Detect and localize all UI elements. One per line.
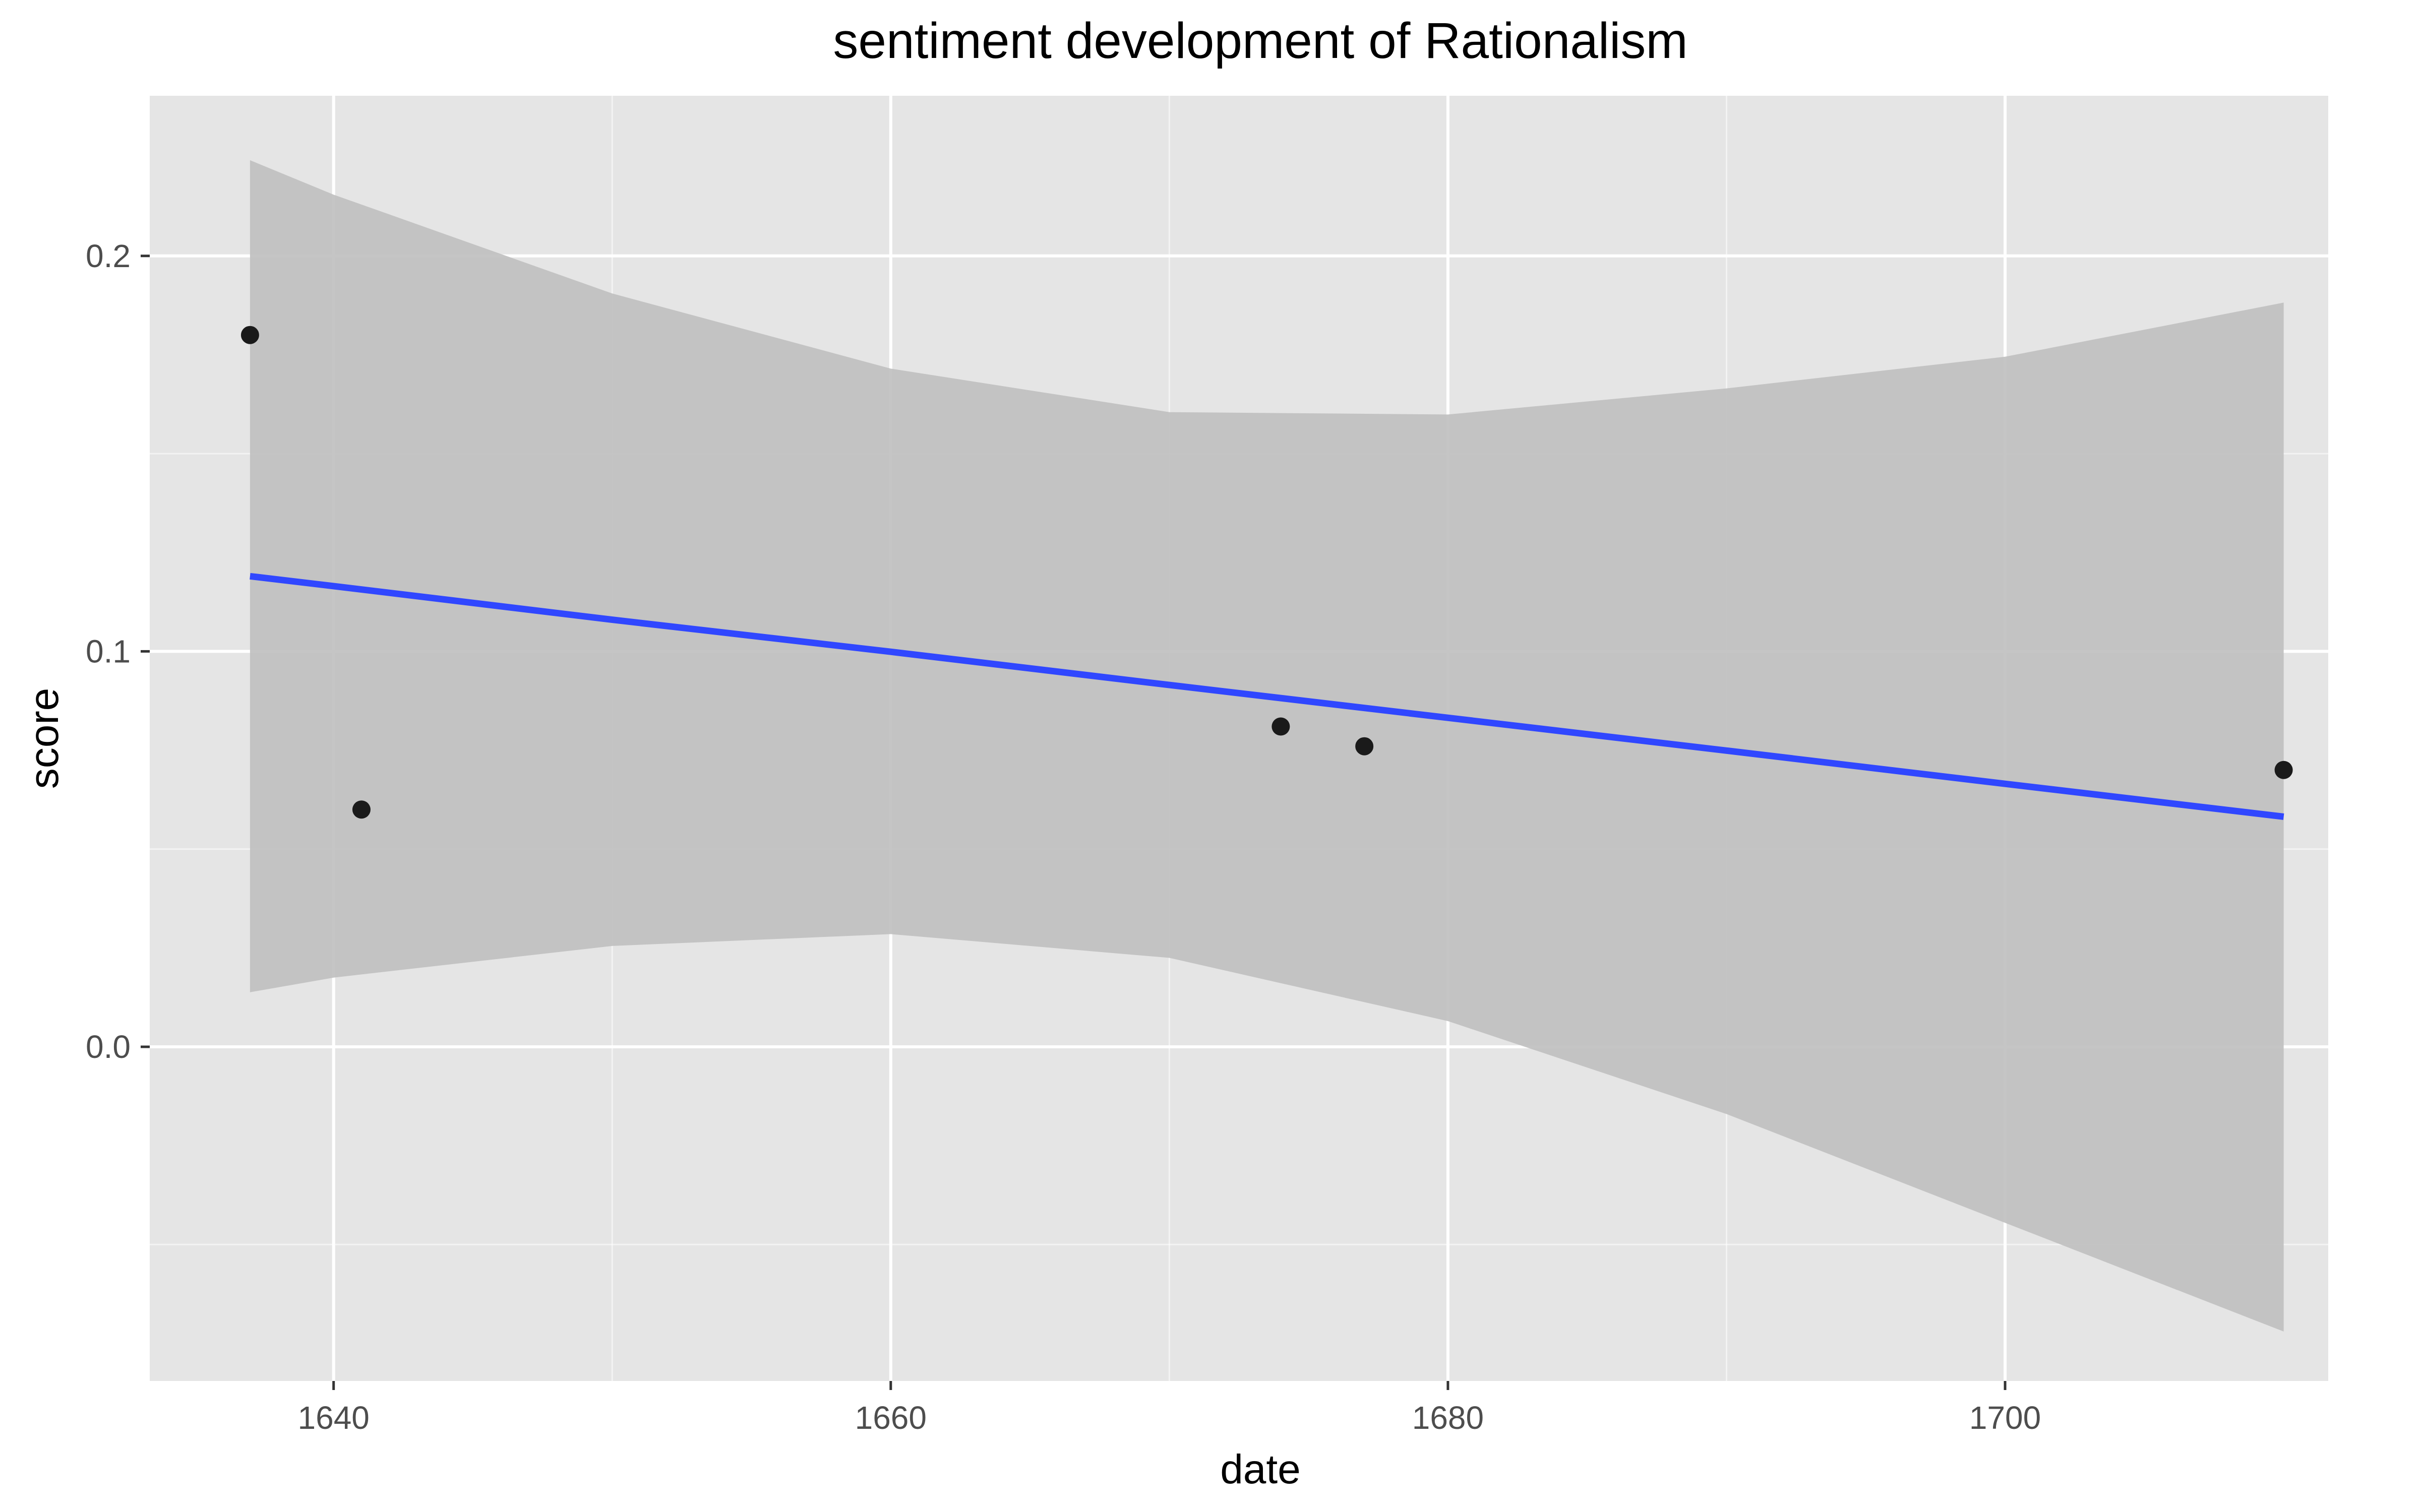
y-tick-label: 0.1: [86, 633, 131, 669]
confidence-band: [250, 160, 2284, 1332]
x-tick-label: 1640: [298, 1400, 370, 1436]
data-point: [1355, 737, 1374, 755]
y-axis: 0.0 0.1 0.2: [86, 238, 150, 1065]
x-axis-title: date: [1220, 1446, 1301, 1492]
y-axis-title: score: [21, 688, 67, 789]
chart-title: sentiment development of Rationalism: [833, 13, 1687, 69]
x-tick-label: 1660: [855, 1400, 927, 1436]
x-tick-label: 1700: [1969, 1400, 2041, 1436]
data-point: [2274, 761, 2293, 779]
data-point: [352, 800, 371, 819]
x-axis: 1640 1660 1680 1700: [298, 1381, 2041, 1436]
data-points: [240, 326, 2293, 819]
y-tick-label: 0.2: [86, 238, 131, 274]
y-tick-label: 0.0: [86, 1029, 131, 1065]
regression-line: [250, 573, 2284, 820]
x-tick-label: 1680: [1412, 1400, 1484, 1436]
data-point: [1272, 717, 1290, 736]
data-point: [240, 326, 259, 344]
